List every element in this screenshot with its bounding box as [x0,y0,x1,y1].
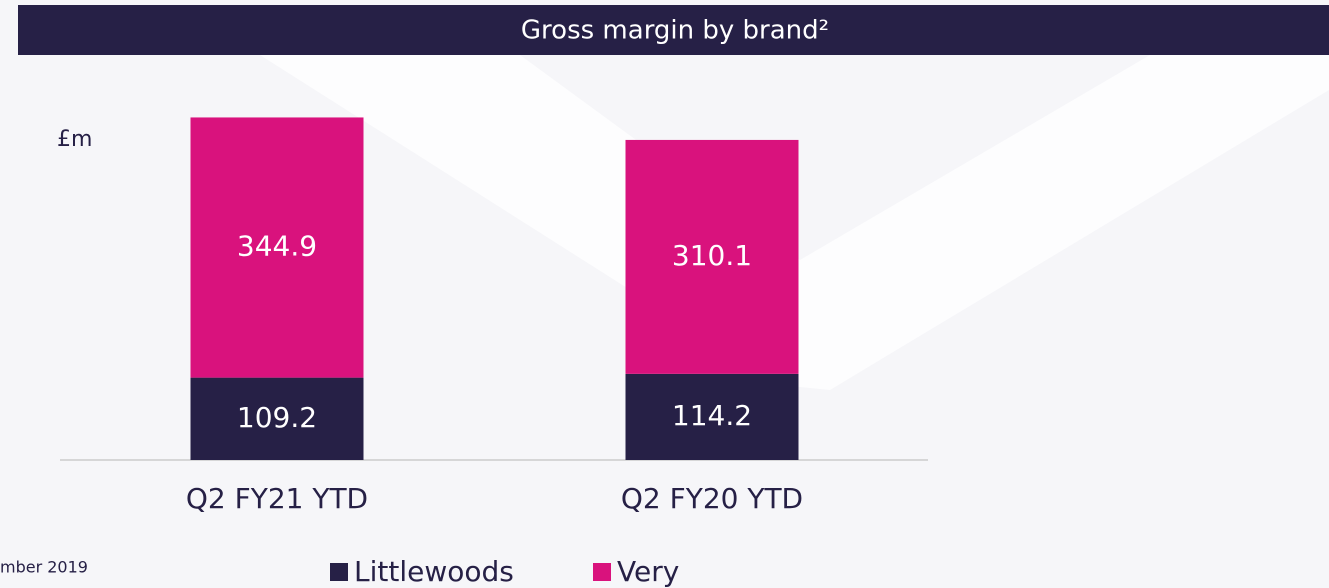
title-bar [18,5,1329,55]
data-label: 109.2 [237,401,317,434]
legend-label: Littlewoods [354,555,514,588]
x-tick-label: Q2 FY21 YTD [186,482,368,515]
y-axis-label: £m [57,127,92,152]
data-label: 344.9 [237,230,317,263]
bar-segment [625,373,799,460]
legend-label: Very [617,555,679,588]
bar-segment [190,117,364,378]
bar-segment [190,377,364,460]
x-tick-label: Q2 FY20 YTD [621,482,803,515]
legend-swatch [593,563,611,581]
footnote: mber 2019 [0,558,88,577]
data-label: 114.2 [672,399,752,432]
bar-segment [625,139,799,374]
legend-swatch [330,563,348,581]
data-label: 310.1 [672,239,752,272]
chart-title: Gross margin by brand² [521,16,829,46]
background-chevron [260,55,1329,390]
